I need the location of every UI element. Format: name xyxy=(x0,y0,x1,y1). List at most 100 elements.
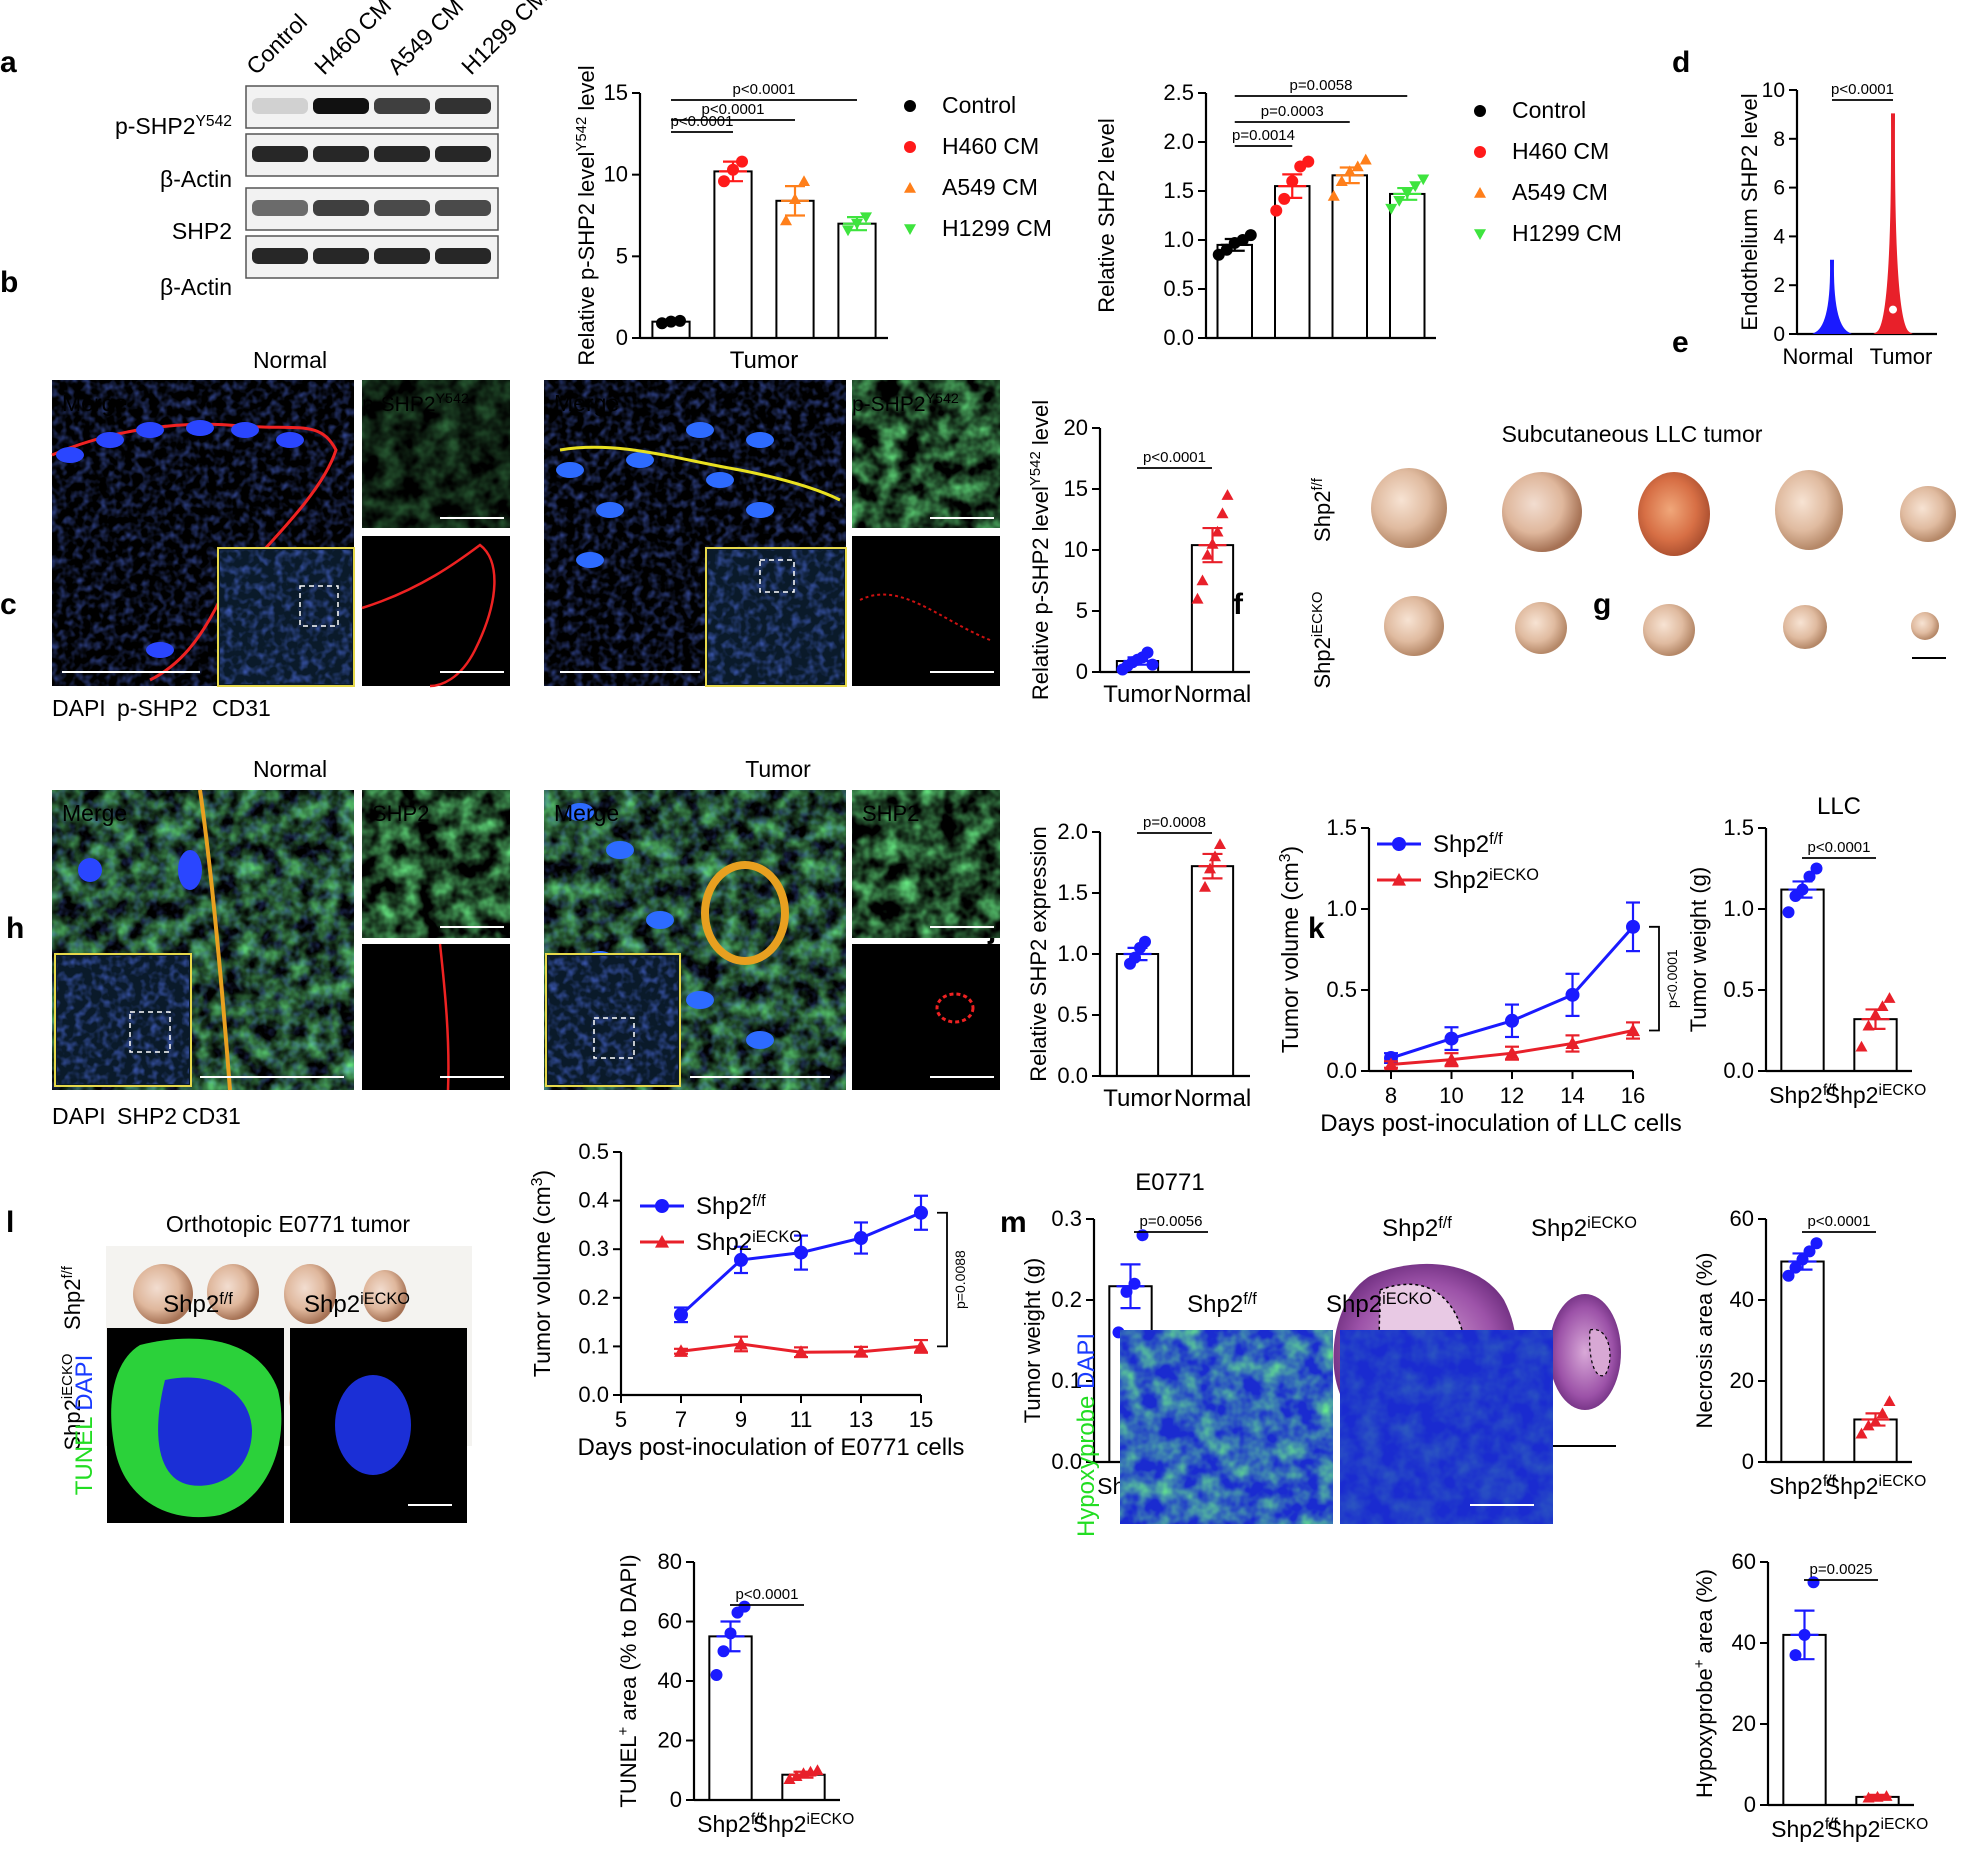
data-point xyxy=(727,163,739,176)
y-tick-label: 0.3 xyxy=(1051,1206,1082,1231)
hypoxy-signal xyxy=(1340,1330,1553,1524)
y-tick-label: 2.0 xyxy=(1163,129,1194,154)
panel-e-photos: Subcutaneous LLC tumor Shp2f/f Shp2iECKO xyxy=(1309,421,1956,689)
data-point xyxy=(1807,1576,1820,1589)
hypoxy-signal xyxy=(1120,1330,1333,1524)
legend-label: Shp2f/f xyxy=(696,1192,766,1220)
nucleus xyxy=(276,432,304,448)
chart-c: 0.0 0.5 1.0 1.5 2.0 Tumor Normal Relative SHP2 … xyxy=(1026,814,1251,1112)
y-tick-label: 2.5 xyxy=(1163,80,1194,105)
data-point xyxy=(1209,850,1221,862)
p-value: p=0.0025 xyxy=(1810,1561,1873,1578)
x-tick-label: Shp2iECKO xyxy=(1825,1082,1926,1108)
data-point xyxy=(1798,1628,1811,1641)
tumor-photo xyxy=(363,1270,407,1322)
panel-letter-a: a xyxy=(0,46,17,79)
data-point xyxy=(1626,919,1640,934)
data-point xyxy=(1278,192,1291,205)
y-tick-label: 1.5 xyxy=(1326,815,1357,840)
data-point xyxy=(1204,862,1216,874)
y-tick-label: 0.0 xyxy=(1163,325,1194,350)
y-tick-label: 1.0 xyxy=(1163,227,1194,252)
data-point xyxy=(1880,1790,1893,1801)
data-point xyxy=(1409,181,1422,193)
legend-marker xyxy=(1474,105,1486,117)
y-tick-label: 0.5 xyxy=(578,1139,609,1164)
y-tick-label: 0.0 xyxy=(1326,1058,1357,1083)
y-tick-label: 0.5 xyxy=(1326,977,1357,1002)
nucleus xyxy=(576,552,604,568)
inset-image xyxy=(220,550,352,684)
y-axis-label: Relative SHP2 expression xyxy=(1026,826,1051,1082)
x-tick-label: Shp2f/f xyxy=(697,1811,764,1837)
x-tick-label: Shp2iECKO xyxy=(753,1811,854,1837)
x-tick-label: 15 xyxy=(909,1407,933,1432)
inset-zoom-box xyxy=(129,1011,171,1053)
chart-title: E0771 xyxy=(1135,1169,1204,1196)
data-point xyxy=(854,1344,868,1358)
y-tick-label: 2 xyxy=(1773,274,1785,297)
image-c-normal-merge: Merge xyxy=(52,789,354,1091)
y-tick-label: 1.5 xyxy=(1057,880,1088,905)
bar xyxy=(837,222,877,340)
legend-label: H1299 CM xyxy=(1512,220,1622,246)
inset-zoom-box xyxy=(759,559,795,593)
x-axis-label: Days post-inoculation of E0771 cells xyxy=(578,1434,965,1461)
legend-label: Shp2f/f xyxy=(1433,830,1503,858)
data-point xyxy=(854,1231,868,1246)
bar xyxy=(1190,544,1235,673)
legend-marker xyxy=(1474,187,1486,198)
photo-title: Subcutaneous LLC tumor xyxy=(1502,421,1763,447)
data-point xyxy=(1782,1269,1795,1282)
data-point xyxy=(717,1645,730,1658)
data-point xyxy=(1201,548,1214,560)
y-axis-label: Tumor volume (cm3) xyxy=(529,1170,555,1377)
image-b-tumor-merge: Merge xyxy=(544,380,847,687)
y-tick-label: 0.1 xyxy=(1051,1368,1082,1393)
nucleus xyxy=(78,858,102,882)
violin xyxy=(1873,113,1913,334)
data-point xyxy=(798,175,810,186)
legend-marker xyxy=(655,1235,669,1248)
nucleus xyxy=(231,422,259,438)
blot-band xyxy=(252,248,308,264)
image-b-normal-merge: Merge xyxy=(51,380,355,687)
y-tick-label: 8 xyxy=(1773,128,1785,151)
y-tick-label: 80 xyxy=(658,1549,682,1574)
vessel-line xyxy=(859,593,991,641)
blot-band xyxy=(252,146,308,162)
tumor-photo xyxy=(1911,612,1939,640)
panel-l-tunel: Shp2f/f Shp2iECKO TUNEL DAPI xyxy=(71,1290,467,1523)
y-tick-label: 0.5 xyxy=(1163,276,1194,301)
x-tick-label: 14 xyxy=(1560,1083,1584,1108)
p-value: p<0.0001 xyxy=(1808,839,1871,856)
inset-zoom-box xyxy=(593,1017,635,1059)
tumor-photo xyxy=(207,1264,259,1320)
data-point xyxy=(736,155,748,168)
channel-label: SHP2 xyxy=(862,801,919,826)
nucleus xyxy=(566,803,594,821)
y-tick-label: 0 xyxy=(616,325,628,350)
lane-label: H1299 CM xyxy=(456,0,552,80)
blot-band xyxy=(313,200,369,216)
p-value: p<0.0001 xyxy=(1808,1213,1871,1230)
data-point xyxy=(1385,203,1398,215)
p-value: p=0.0088 xyxy=(952,1250,968,1309)
vessel-ring xyxy=(701,861,789,965)
data-point xyxy=(914,1339,928,1352)
nucleus xyxy=(646,911,674,929)
blot-band xyxy=(374,248,430,264)
data-point xyxy=(1444,1031,1459,1046)
x-tick-label: 7 xyxy=(675,1407,687,1432)
legend-dapi: DAPI xyxy=(52,1103,106,1129)
inset-zoom-box xyxy=(299,585,339,627)
data-point xyxy=(1384,1057,1398,1071)
legend-marker xyxy=(1392,837,1406,851)
column-label: Shp2f/f xyxy=(1382,1214,1452,1242)
y-tick-label: 0.5 xyxy=(1723,977,1754,1002)
data-point xyxy=(1796,883,1809,896)
merge-label: Merge xyxy=(62,390,127,416)
image-b-normal-cd31: CD31 xyxy=(361,536,510,688)
y-axis-label: Relative p-SHP2 levelY542 level xyxy=(1027,400,1053,700)
